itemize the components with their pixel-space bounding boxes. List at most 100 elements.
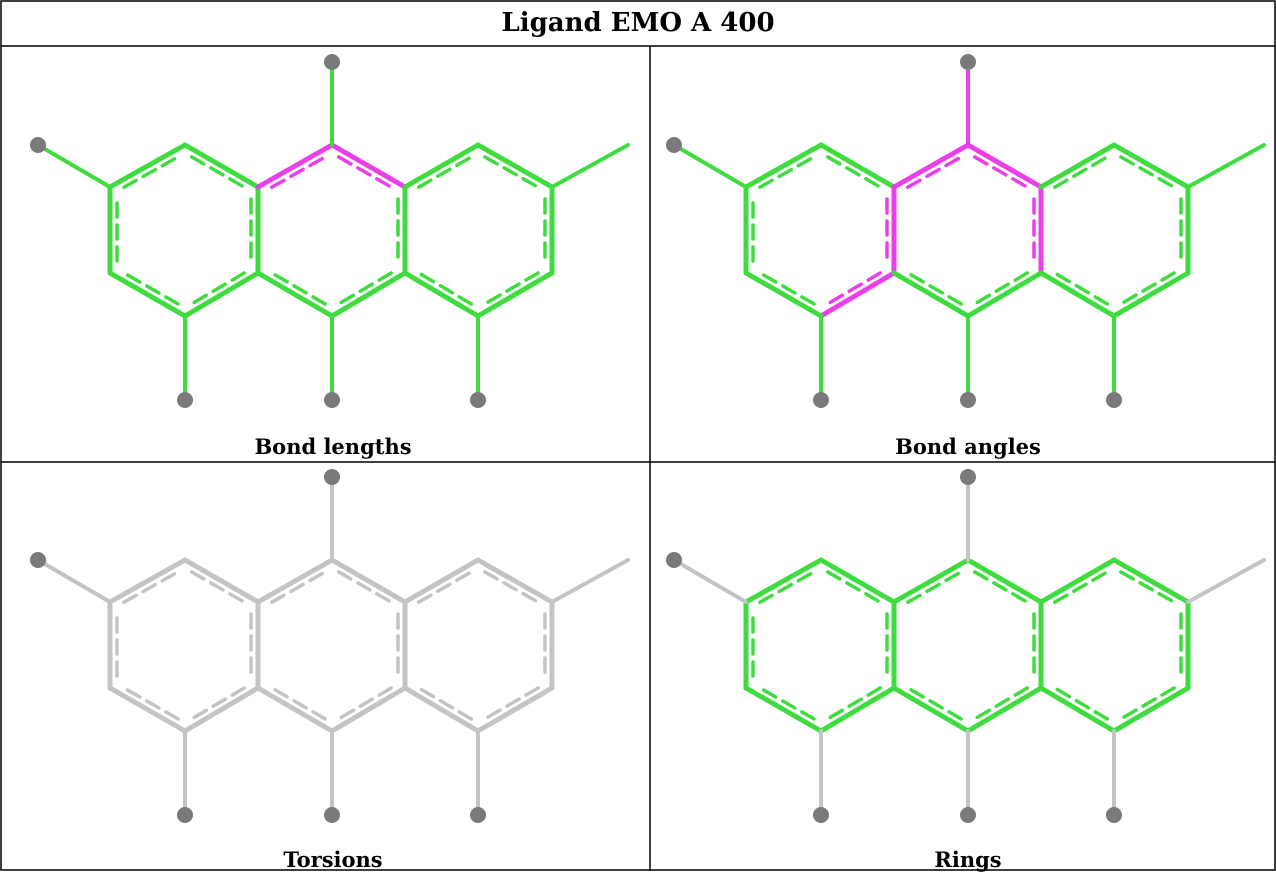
aromatic-bond-dash	[270, 686, 327, 721]
aromatic-bond-dash	[906, 686, 963, 721]
aromatic-bond-dash	[1052, 570, 1110, 604]
aromatic-bond-dash	[825, 570, 883, 604]
table-title: Ligand EMO A 400	[501, 8, 775, 38]
aromatic-bond-dash	[122, 570, 180, 604]
aromatic-bond-dash	[122, 271, 180, 306]
atom-ball	[960, 54, 976, 70]
molecule-bond-angles	[666, 54, 1266, 408]
bond	[1038, 685, 1117, 734]
bond	[107, 685, 188, 734]
bond	[182, 142, 261, 190]
bond	[475, 142, 555, 190]
aromatic-bond-dash	[1119, 686, 1176, 721]
bond	[475, 270, 555, 319]
atom-ball	[470, 807, 486, 823]
atom-ball	[960, 807, 976, 823]
bond	[891, 142, 971, 190]
bond	[1038, 270, 1117, 319]
atom-ball	[177, 392, 193, 408]
panel-caption-bond-lengths: Bond lengths	[254, 434, 412, 459]
atom-ball	[177, 807, 193, 823]
bond	[329, 557, 408, 605]
bond	[329, 685, 408, 734]
bond	[743, 685, 824, 734]
substituent-bond	[672, 558, 748, 604]
bond	[818, 557, 897, 605]
atom-ball	[470, 392, 486, 408]
aromatic-bond-dash	[336, 155, 394, 189]
bond	[402, 142, 481, 190]
substituent-bond	[1186, 558, 1266, 604]
atom-ball	[813, 807, 829, 823]
aromatic-bond-dash	[972, 686, 1029, 721]
bond	[891, 270, 971, 319]
atom-ball	[960, 392, 976, 408]
aromatic-bond-dash	[270, 155, 327, 189]
bond	[182, 685, 261, 734]
atom-ball	[324, 392, 340, 408]
atom-ball	[666, 552, 682, 568]
aromatic-bond-dash	[416, 570, 474, 604]
molecule-torsions	[30, 469, 630, 823]
bond	[475, 557, 555, 605]
molecule-rings	[666, 469, 1266, 823]
bond	[965, 685, 1044, 734]
bond	[743, 557, 824, 605]
atom-ball	[30, 552, 46, 568]
molecule-bond-lengths	[30, 54, 630, 408]
bond	[402, 557, 481, 605]
panel-caption-rings: Rings	[934, 847, 1002, 872]
bond	[1111, 557, 1191, 605]
substituent-bond	[36, 143, 112, 189]
aromatic-bond-dash	[758, 271, 816, 306]
bond	[965, 270, 1044, 319]
aromatic-bond-dash	[189, 570, 247, 604]
aromatic-bond-dash	[825, 271, 882, 306]
bond	[1111, 685, 1191, 734]
atom-ball	[30, 137, 46, 153]
aromatic-bond-dash	[122, 155, 180, 189]
atom-ball	[324, 469, 340, 485]
panel-caption-bond-angles: Bond angles	[895, 434, 1041, 459]
bond	[743, 142, 824, 190]
substituent-bond	[550, 558, 630, 604]
bond	[107, 557, 188, 605]
aromatic-bond-dash	[189, 155, 247, 189]
aromatic-bond-dash	[906, 570, 963, 604]
aromatic-bond-dash	[972, 155, 1030, 189]
bond	[329, 142, 408, 190]
atom-ball	[666, 137, 682, 153]
aromatic-bond-dash	[1053, 271, 1110, 306]
substituent-bond	[36, 558, 112, 604]
aromatic-bond-dash	[972, 271, 1029, 306]
aromatic-bond-dash	[906, 155, 963, 189]
bond	[1038, 142, 1117, 190]
substituent-bond	[1186, 143, 1266, 189]
aromatic-bond-dash	[758, 570, 816, 604]
bond	[818, 685, 897, 734]
bond	[818, 270, 897, 319]
aromatic-bond-dash	[1119, 155, 1176, 189]
aromatic-bond-dash	[336, 271, 393, 306]
aromatic-bond-dash	[416, 155, 474, 189]
aromatic-bond-dash	[336, 570, 394, 604]
bond	[891, 557, 971, 605]
bond	[891, 685, 971, 734]
aromatic-bond-dash	[122, 686, 180, 721]
aromatic-bond-dash	[483, 271, 540, 306]
bond	[182, 270, 261, 319]
aromatic-bond-dash	[270, 570, 327, 604]
bond	[743, 270, 824, 319]
bond	[1111, 270, 1191, 319]
aromatic-bond-dash	[483, 570, 540, 604]
aromatic-bond-dash	[417, 686, 474, 721]
aromatic-bond-dash	[758, 686, 816, 721]
atom-ball	[813, 392, 829, 408]
bond	[107, 270, 188, 319]
aromatic-bond-dash	[825, 155, 883, 189]
bond	[255, 685, 335, 734]
